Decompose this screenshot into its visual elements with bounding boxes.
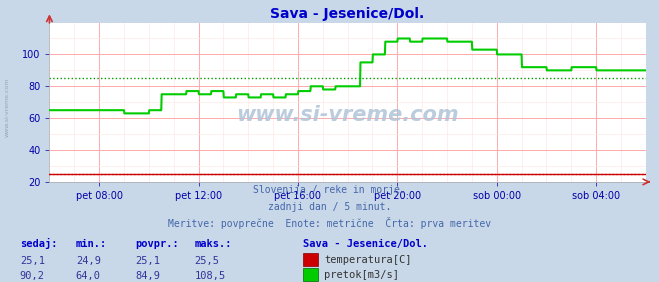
- Text: 108,5: 108,5: [194, 271, 225, 281]
- Title: Sava - Jesenice/Dol.: Sava - Jesenice/Dol.: [270, 7, 425, 21]
- Text: zadnji dan / 5 minut.: zadnji dan / 5 minut.: [268, 202, 391, 212]
- Text: temperatura[C]: temperatura[C]: [324, 255, 412, 265]
- Text: 84,9: 84,9: [135, 271, 160, 281]
- Text: Slovenija / reke in morje.: Slovenija / reke in morje.: [253, 185, 406, 195]
- Text: sedaj:: sedaj:: [20, 238, 57, 249]
- Text: Meritve: povprečne  Enote: metrične  Črta: prva meritev: Meritve: povprečne Enote: metrične Črta:…: [168, 217, 491, 229]
- Text: www.si-vreme.com: www.si-vreme.com: [5, 78, 10, 137]
- Text: 64,0: 64,0: [76, 271, 101, 281]
- Text: min.:: min.:: [76, 239, 107, 249]
- Text: 25,1: 25,1: [20, 256, 45, 266]
- Text: 25,5: 25,5: [194, 256, 219, 266]
- Text: pretok[m3/s]: pretok[m3/s]: [324, 270, 399, 280]
- Text: Sava - Jesenice/Dol.: Sava - Jesenice/Dol.: [303, 239, 428, 249]
- Text: www.si-vreme.com: www.si-vreme.com: [237, 105, 459, 125]
- Text: 24,9: 24,9: [76, 256, 101, 266]
- Text: 90,2: 90,2: [20, 271, 45, 281]
- Text: maks.:: maks.:: [194, 239, 232, 249]
- Text: povpr.:: povpr.:: [135, 239, 179, 249]
- Text: 25,1: 25,1: [135, 256, 160, 266]
